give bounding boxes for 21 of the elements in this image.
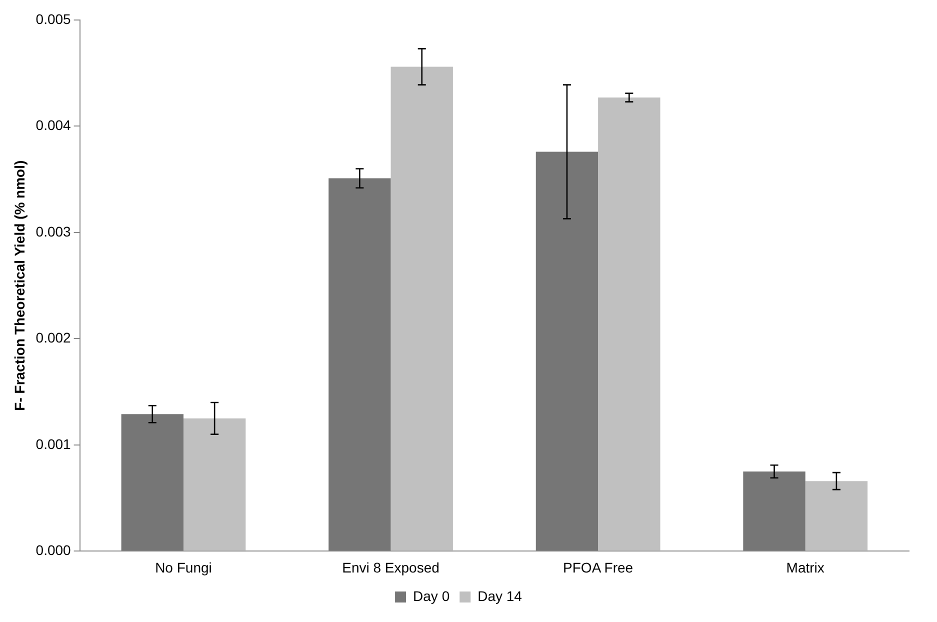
x-tick-label: Matrix bbox=[786, 559, 824, 576]
y-tick-label: 0.001 bbox=[36, 436, 72, 452]
y-tick-label: 0.003 bbox=[36, 223, 72, 240]
x-tick-label: No Fungi bbox=[155, 559, 212, 576]
x-tick-label: Envi 8 Exposed bbox=[342, 559, 440, 576]
y-tick-label: 0.000 bbox=[36, 542, 72, 558]
bar bbox=[536, 152, 598, 551]
bar bbox=[328, 178, 391, 551]
bar bbox=[743, 472, 806, 551]
bar bbox=[121, 414, 184, 551]
x-tick-label: PFOA Free bbox=[563, 559, 634, 576]
y-axis-title: F- Fraction Theoretical Yield (% nmol) bbox=[11, 160, 28, 411]
legend-label: Day 14 bbox=[478, 588, 522, 604]
bar bbox=[805, 481, 868, 551]
bar bbox=[390, 66, 453, 551]
legend-label: Day 0 bbox=[413, 588, 450, 604]
y-tick-label: 0.002 bbox=[36, 330, 72, 346]
bar bbox=[183, 418, 246, 551]
bar bbox=[598, 98, 660, 551]
y-tick-label: 0.005 bbox=[36, 10, 72, 27]
y-tick-label: 0.004 bbox=[36, 117, 72, 134]
